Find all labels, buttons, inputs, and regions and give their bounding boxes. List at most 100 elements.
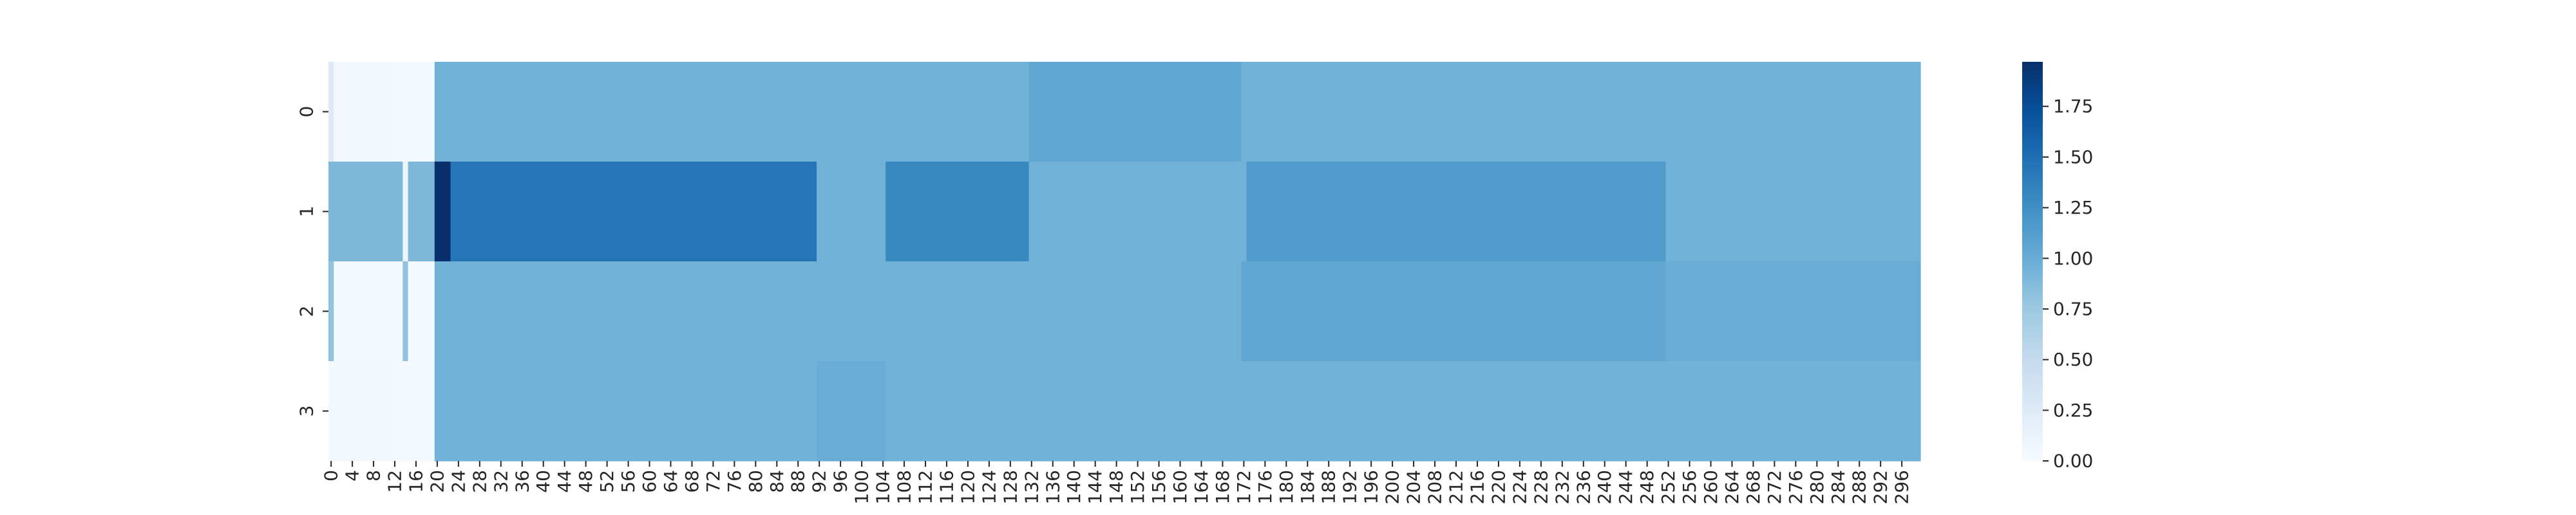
x-tick-label: 88 xyxy=(788,470,809,493)
x-tick-label: 280 xyxy=(1806,470,1828,504)
y-axis: 0 1 2 3 xyxy=(296,106,328,417)
x-tick-label: 252 xyxy=(1658,470,1679,504)
x-tick-label: 100 xyxy=(851,470,873,504)
y-tick-label: 2 xyxy=(296,306,317,317)
x-tick-label: 56 xyxy=(618,470,639,493)
x-tick-label: 284 xyxy=(1828,470,1849,504)
heatmap-cells xyxy=(328,62,1921,462)
x-tick-label: 228 xyxy=(1530,470,1551,504)
heatmap-cell xyxy=(886,162,1030,262)
x-tick-label: 184 xyxy=(1297,470,1318,504)
x-tick-label: 212 xyxy=(1446,470,1467,504)
heatmap-cell xyxy=(334,261,403,362)
x-tick-label: 116 xyxy=(936,470,957,504)
colorbar-tick-label: 0.00 xyxy=(2053,451,2093,472)
x-tick-label: 232 xyxy=(1551,470,1573,504)
x-tick-label: 292 xyxy=(1870,470,1891,504)
x-tick-label: 108 xyxy=(894,470,915,504)
x-tick-label: 244 xyxy=(1615,470,1636,504)
heatmap-cell xyxy=(408,261,435,362)
heatmap-cell xyxy=(1665,162,1921,262)
colorbar xyxy=(2022,62,2043,461)
x-tick-label: 220 xyxy=(1488,470,1509,504)
x-tick-label: 180 xyxy=(1276,470,1297,504)
heatmap-cell xyxy=(1246,162,1667,262)
x-tick-label: 144 xyxy=(1084,470,1106,504)
x-tick-label: 140 xyxy=(1063,470,1084,504)
x-tick-label: 168 xyxy=(1212,470,1233,504)
heatmap-cell xyxy=(402,261,409,362)
x-tick-label: 176 xyxy=(1255,470,1276,504)
x-tick-label: 72 xyxy=(703,470,724,493)
x-tick-label: 224 xyxy=(1509,470,1530,504)
heatmap-cell xyxy=(1241,62,1921,162)
heatmap-cell xyxy=(1028,162,1247,262)
x-tick-label: 44 xyxy=(554,470,575,493)
x-tick-label: 36 xyxy=(511,470,533,493)
x-tick-label: 164 xyxy=(1191,470,1212,504)
x-tick-label: 204 xyxy=(1403,470,1425,504)
heatmap-cell xyxy=(408,162,435,262)
x-tick-label: 48 xyxy=(575,470,596,493)
x-tick-label: 68 xyxy=(681,470,703,493)
x-tick-label: 16 xyxy=(405,470,426,493)
x-tick-label: 112 xyxy=(915,470,936,504)
x-tick-label: 276 xyxy=(1785,470,1806,504)
y-tick-label: 3 xyxy=(296,406,317,417)
x-tick-label: 188 xyxy=(1318,470,1340,504)
colorbar-tick-label: 1.50 xyxy=(2053,146,2093,167)
colorbar-tick-label: 0.50 xyxy=(2053,349,2093,370)
x-tick-label: 236 xyxy=(1573,470,1594,504)
heatmap-cell xyxy=(392,361,435,462)
heatmap-cell xyxy=(1665,261,1921,362)
heatmap-cell xyxy=(434,261,1242,362)
x-tick-label: 24 xyxy=(448,470,469,493)
heatmap-cell xyxy=(402,162,409,262)
heatmap-cell xyxy=(328,261,334,362)
x-tick-label: 84 xyxy=(766,470,788,493)
x-tick-label: 260 xyxy=(1700,470,1721,504)
colorbar-tick-label: 0.25 xyxy=(2053,400,2093,421)
x-tick-label: 248 xyxy=(1636,470,1658,504)
x-tick-label: 240 xyxy=(1594,470,1615,504)
heatmap-cell xyxy=(817,361,886,462)
x-tick-label: 172 xyxy=(1233,470,1255,504)
x-tick-label: 64 xyxy=(660,470,681,493)
x-tick-label: 104 xyxy=(873,470,894,504)
x-tick-label: 96 xyxy=(830,470,851,493)
x-tick-label: 92 xyxy=(809,470,830,493)
x-tick-label: 160 xyxy=(1170,470,1191,504)
x-tick-label: 20 xyxy=(426,470,448,493)
y-tick-label: 1 xyxy=(296,206,317,218)
heatmap-cell xyxy=(328,361,334,462)
x-tick-label: 0 xyxy=(321,470,342,482)
heatmap-cell xyxy=(328,162,403,262)
heatmap-cell xyxy=(328,62,334,162)
x-tick-label: 8 xyxy=(363,470,384,482)
x-tick-label: 136 xyxy=(1042,470,1063,504)
x-tick-label: 4 xyxy=(342,470,363,482)
x-tick-label: 80 xyxy=(745,470,766,493)
x-tick-label: 192 xyxy=(1340,470,1361,504)
x-tick-label: 28 xyxy=(469,470,490,493)
x-tick-label: 52 xyxy=(596,470,618,493)
heatmap-cell xyxy=(1241,261,1667,362)
heatmap-cell xyxy=(886,361,1921,462)
x-tick-label: 288 xyxy=(1849,470,1870,504)
x-tick-label: 268 xyxy=(1743,470,1764,504)
x-tick-label: 156 xyxy=(1148,470,1170,504)
x-tick-label: 32 xyxy=(490,470,511,493)
heatmap-cell xyxy=(334,361,393,462)
colorbar-tick-label: 1.75 xyxy=(2053,96,2093,117)
x-tick-label: 256 xyxy=(1679,470,1700,504)
x-tick-label: 76 xyxy=(724,470,745,493)
x-tick-label: 152 xyxy=(1127,470,1148,504)
heatmap-cell xyxy=(445,62,1030,162)
x-tick-label: 12 xyxy=(384,470,406,493)
heatmap-cell xyxy=(392,62,435,162)
heatmap-cell xyxy=(334,62,393,162)
x-tick-label: 148 xyxy=(1106,470,1127,504)
heatmap-cell xyxy=(450,162,817,262)
x-axis: 0 4 8 12 16 20 24 28 32 36 40 44 48 52 56 60 64 68 72 76 80 8… xyxy=(321,461,1913,504)
